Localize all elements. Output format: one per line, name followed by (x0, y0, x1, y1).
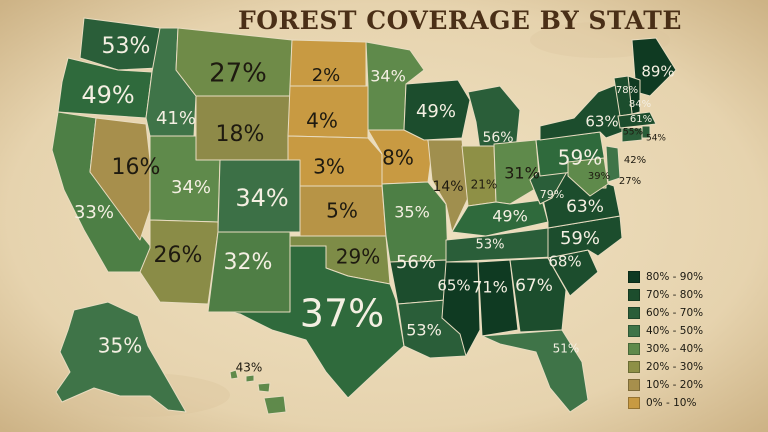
state-wi (403, 79, 471, 141)
legend-item: 70% - 80% (628, 286, 728, 304)
state-label-pa: 59% (558, 146, 602, 170)
state-label-fl: 51% (553, 342, 580, 356)
state-in (461, 145, 497, 207)
state-label-md: 39% (588, 171, 610, 182)
legend-swatch (628, 271, 640, 283)
state-label-id: 41% (156, 108, 196, 129)
state-label-sc: 68% (548, 253, 581, 271)
state-ak (55, 301, 187, 413)
legend-label: 30% - 40% (646, 343, 704, 355)
state-label-nh: 84% (629, 99, 651, 110)
state-ky (451, 199, 549, 237)
state-label-in: 21% (471, 178, 498, 192)
state-label-nj: 42% (624, 155, 646, 166)
state-label-mi: 56% (482, 130, 513, 146)
state-label-wi: 49% (416, 101, 456, 122)
map-title: FOREST COVERAGE BY STATE (238, 6, 682, 35)
legend-item: 10% - 20% (628, 376, 728, 394)
legend-label: 40% - 50% (646, 325, 704, 337)
state-label-wv: 79% (540, 188, 564, 201)
map-legend: 80% - 90% 70% - 80% 60% - 70% 40% - 50% 30% … (628, 268, 728, 412)
legend-label: 70% - 80% (646, 289, 704, 301)
state-label-wa: 53% (102, 34, 151, 59)
legend-swatch (628, 307, 640, 319)
state-label-mt: 27% (209, 59, 267, 89)
state-label-ne: 3% (313, 155, 345, 179)
state-label-ms: 65% (437, 277, 470, 295)
state-label-ks: 5% (326, 199, 358, 223)
state-label-ak: 35% (98, 334, 142, 358)
legend-label: 60% - 70% (646, 307, 704, 319)
state-label-ct: 54% (646, 134, 666, 144)
state-label-or: 49% (81, 81, 134, 109)
state-label-de: 27% (619, 176, 641, 187)
state-label-vt: 78% (616, 85, 638, 96)
legend-swatch (628, 397, 640, 409)
state-label-ky: 49% (492, 207, 528, 226)
state-tx (229, 245, 405, 399)
state-ga (509, 257, 567, 333)
state-label-nd: 2% (312, 65, 341, 86)
state-label-va: 63% (566, 197, 604, 217)
state-ct (621, 127, 643, 143)
legend-item: 20% - 30% (628, 358, 728, 376)
legend-label: 80% - 90% (646, 271, 704, 283)
state-label-al: 71% (472, 278, 508, 297)
state-label-ar: 56% (396, 252, 436, 273)
legend-swatch (628, 289, 640, 301)
state-label-ga: 67% (515, 276, 553, 296)
state-label-wy: 18% (216, 122, 265, 147)
state-label-ok: 29% (336, 245, 380, 269)
state-wa (79, 17, 161, 71)
legend-swatch (628, 361, 640, 373)
state-label-nv: 16% (112, 155, 161, 180)
state-label-il: 14% (432, 179, 463, 195)
legend-item: 0% - 10% (628, 394, 728, 412)
state-label-az: 26% (154, 243, 203, 268)
state-label-oh: 31% (504, 164, 540, 183)
state-label-ca: 33% (74, 202, 114, 223)
legend-item: 30% - 40% (628, 340, 728, 358)
legend-item: 80% - 90% (628, 268, 728, 286)
state-label-tn: 53% (476, 238, 505, 253)
legend-label: 20% - 30% (646, 361, 704, 373)
legend-swatch (628, 379, 640, 391)
state-label-hi: 43% (236, 361, 263, 375)
state-label-tx: 37% (300, 292, 384, 336)
state-al (477, 259, 519, 337)
state-label-mn: 34% (370, 67, 406, 86)
state-nj (605, 145, 621, 183)
state-fl (481, 329, 589, 413)
legend-label: 0% - 10% (646, 397, 697, 409)
state-label-ny: 63% (585, 113, 618, 131)
state-label-la: 53% (406, 321, 442, 340)
state-label-me: 89% (641, 63, 674, 81)
state-md (567, 157, 609, 197)
legend-item: 40% - 50% (628, 322, 728, 340)
state-label-co: 34% (235, 184, 288, 212)
state-label-nc: 59% (560, 228, 600, 249)
state-label-ma: 61% (630, 114, 652, 125)
legend-item: 60% - 70% (628, 304, 728, 322)
state-label-sd: 4% (306, 109, 338, 133)
state-label-ut: 34% (171, 177, 211, 198)
state-oh (493, 139, 541, 205)
state-label-ri: 55% (623, 128, 643, 138)
state-label-mo: 35% (394, 203, 430, 222)
state-hi (229, 369, 287, 415)
legend-label: 10% - 20% (646, 379, 704, 391)
state-label-ia: 8% (382, 146, 414, 170)
legend-swatch (628, 343, 640, 355)
state-label-nm: 32% (224, 250, 273, 275)
legend-swatch (628, 325, 640, 337)
state-ma (617, 111, 657, 129)
